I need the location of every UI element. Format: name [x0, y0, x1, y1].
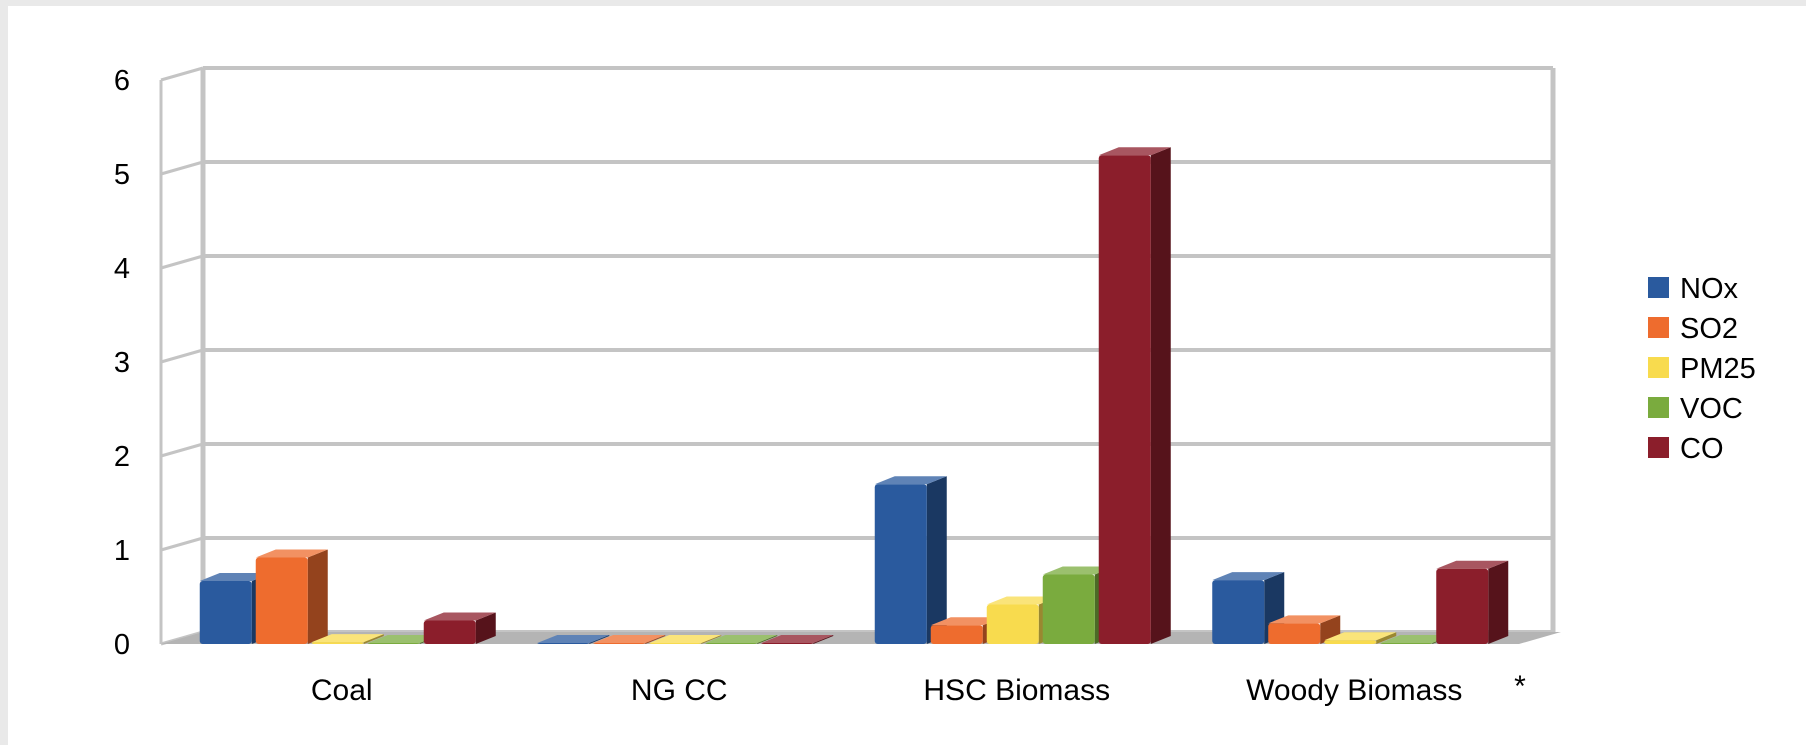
bar-nox-hsc-biomass: [874, 476, 947, 644]
bar-front: [1042, 574, 1095, 644]
legend-label-pm25: PM25: [1680, 353, 1756, 385]
bar-top: [199, 573, 272, 582]
y-tick-label: 0: [114, 629, 130, 661]
y-tick-label: 1: [114, 535, 130, 567]
y-tick-label: 6: [114, 65, 130, 97]
bar-top: [930, 617, 1003, 626]
bar-side: [1376, 632, 1397, 644]
legend-label-voc: VOC: [1680, 393, 1743, 425]
bar-co-coal: [423, 612, 496, 644]
bar-side: [589, 635, 610, 644]
bar-side: [363, 634, 384, 644]
legend-label-so2: SO2: [1680, 313, 1738, 345]
bar-side: [926, 476, 947, 644]
bar-top: [593, 635, 666, 644]
bar-side: [307, 549, 328, 644]
legend-swatch-pm25: [1648, 357, 1669, 378]
bar-front: [1380, 643, 1433, 644]
legend-swatch-nox: [1648, 277, 1669, 298]
bar-side: [1488, 560, 1509, 644]
bar-pm25-ng-cc: [649, 635, 722, 644]
bar-side: [475, 612, 496, 644]
gridline-side: [160, 254, 204, 270]
bar-front: [311, 642, 364, 644]
bar-front: [199, 581, 252, 644]
bar-co-ng-cc: [761, 635, 834, 644]
chart-floor: [161, 632, 1561, 644]
bar-top: [311, 634, 384, 643]
bar-top: [986, 596, 1059, 605]
x-tick-label: Coal: [311, 674, 373, 707]
legend-swatch-co: [1648, 437, 1669, 458]
bar-top: [1380, 635, 1453, 644]
legend-label-nox: NOx: [1680, 273, 1739, 305]
gridline-side: [160, 536, 204, 552]
bar-front: [1212, 580, 1265, 644]
bar-voc-ng-cc: [705, 635, 778, 644]
bar-top: [423, 612, 496, 621]
bar-top: [255, 549, 328, 558]
bar-front: [761, 643, 814, 644]
legend: NOx SO2 PM25 VOC CO: [1648, 273, 1756, 465]
bar-front: [537, 643, 590, 644]
gridline-side: [160, 348, 204, 364]
slide-canvas: 0 1 2 3 4 5 6 Coal NG CC HSC Biomass Woody Biomass…: [8, 6, 1806, 745]
bar-top: [367, 635, 440, 644]
bar-top: [1436, 560, 1509, 569]
bar-top: [1212, 572, 1285, 581]
bar-top: [649, 635, 722, 644]
bars: [199, 147, 1509, 644]
bar-front: [593, 643, 646, 644]
gridlines: [159, 66, 1556, 646]
bar-top: [1268, 615, 1341, 624]
bar-top: [1042, 566, 1115, 575]
bar-side: [645, 635, 666, 644]
bar-front: [255, 557, 308, 644]
bar-side: [813, 635, 834, 644]
bar-co-hsc-biomass: [1098, 147, 1171, 644]
bar-front: [649, 643, 702, 644]
bar-side: [1150, 147, 1171, 644]
y-tick-label: 4: [114, 253, 130, 285]
x-tick-label: NG CC: [631, 674, 728, 707]
y-tick-label: 5: [114, 159, 130, 191]
bar-front: [1324, 640, 1377, 644]
gridline-side: [160, 160, 204, 176]
bar-front: [1098, 155, 1151, 644]
annotation-asterisk: *: [1514, 670, 1526, 703]
bar-side: [757, 635, 778, 644]
bar-top: [1098, 147, 1171, 156]
bar-pm25-woody-biomass: [1324, 632, 1397, 644]
gridline-side: [160, 442, 204, 458]
bar-top: [874, 476, 947, 485]
legend-swatch-voc: [1648, 397, 1669, 418]
bar-side: [701, 635, 722, 644]
y-tick-label: 3: [114, 347, 130, 379]
bar-top: [537, 635, 610, 644]
emissions-bar-chart: 0 1 2 3 4 5 6 Coal NG CC HSC Biomass Woody Biomass…: [114, 65, 1756, 707]
bar-front: [423, 620, 476, 644]
bar-co-woody-biomass: [1436, 560, 1509, 644]
bar-front: [1268, 623, 1321, 644]
legend-label-co: CO: [1680, 433, 1724, 465]
bar-front: [1436, 568, 1489, 644]
bar-top: [1324, 632, 1397, 641]
bar-front: [986, 604, 1039, 644]
bar-front: [874, 484, 927, 644]
bar-nox-ng-cc: [537, 635, 610, 644]
bar-top: [761, 635, 834, 644]
bar-front: [930, 625, 983, 644]
bar-so2-coal: [255, 549, 328, 644]
bar-so2-ng-cc: [593, 635, 666, 644]
legend-swatch-so2: [1648, 317, 1669, 338]
bar-front: [705, 643, 758, 644]
x-tick-label: Woody Biomass: [1246, 674, 1462, 707]
x-tick-label: HSC Biomass: [923, 674, 1110, 707]
bar-top: [705, 635, 778, 644]
gridline-side: [160, 66, 204, 82]
y-tick-label: 2: [114, 441, 130, 473]
bar-front: [367, 643, 420, 644]
bar-pm25-coal: [311, 634, 384, 644]
